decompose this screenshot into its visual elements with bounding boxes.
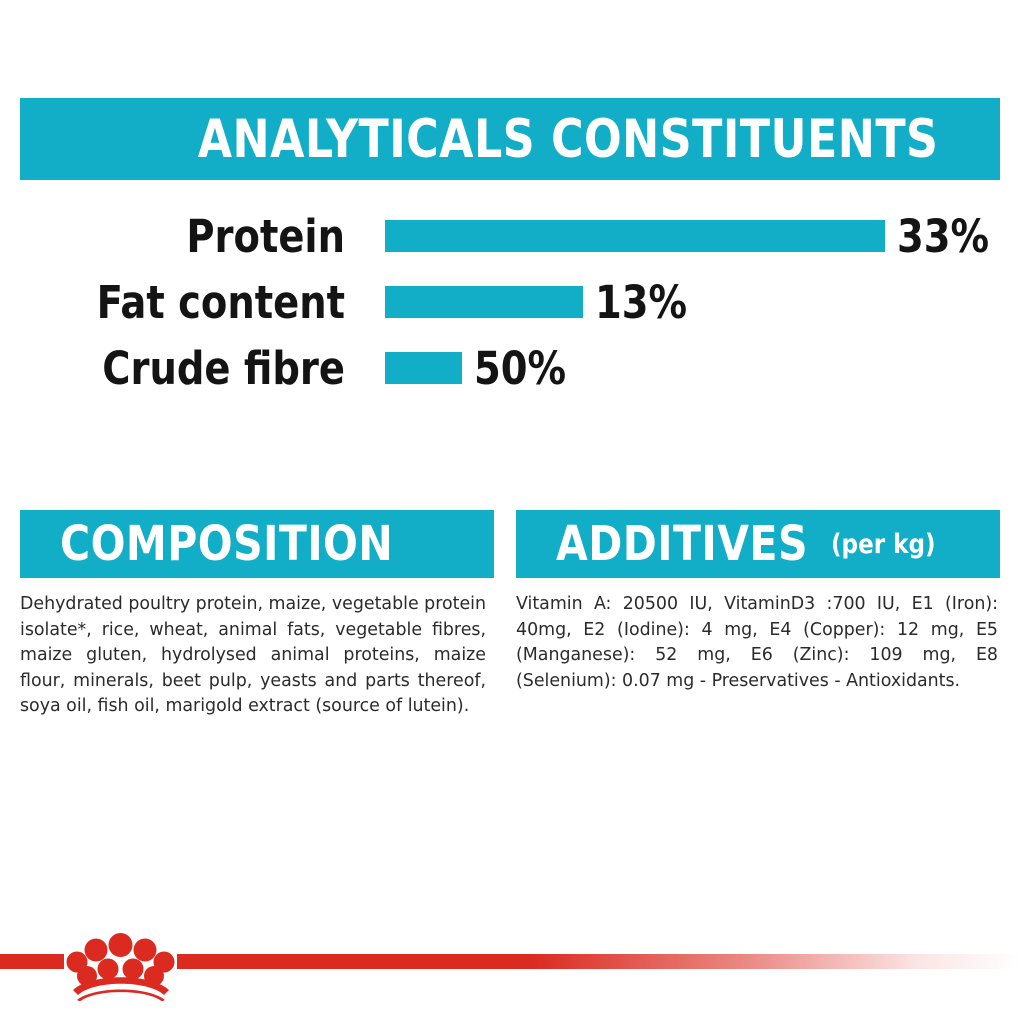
additives-body-text: Vitamin A: 20500 IU, VitaminD3 :700 IU, … xyxy=(516,594,998,691)
chart-bar-group: 33% xyxy=(385,214,994,259)
chart-bar-group: 13% xyxy=(385,280,692,325)
chart-bar xyxy=(385,286,583,318)
chart-row: Protein 33% xyxy=(0,203,1020,269)
composition-header-banner: COMPOSITION xyxy=(20,510,494,578)
chart-bar xyxy=(385,352,462,384)
chart-category-label: Fat content xyxy=(96,275,346,329)
additives-panel: ADDITIVES (per kg) Vitamin A: 20500 IU, … xyxy=(497,510,1020,720)
chart-bar xyxy=(385,220,885,252)
chart-category-label: Protein xyxy=(186,209,345,263)
royal-canin-crown-icon xyxy=(66,933,175,1001)
analyticals-header-banner: ANALYTICALS CONSTITUENTS xyxy=(20,98,1000,180)
chart-value-label: 50% xyxy=(474,341,567,395)
info-panels: COMPOSITION Dehydrated poultry protein, … xyxy=(0,510,1020,720)
footer xyxy=(0,933,1020,1001)
footer-rule-left xyxy=(0,954,64,969)
chart-row: Fat content 13% xyxy=(0,269,1020,335)
chart-row: Crude fibre 50% xyxy=(0,335,1020,401)
chart-category-label: Crude fibre xyxy=(102,341,345,395)
chart-value-label: 13% xyxy=(595,275,688,329)
additives-header-banner: ADDITIVES (per kg) xyxy=(516,510,1000,578)
composition-body-text: Dehydrated poultry protein, maize, veget… xyxy=(20,594,486,716)
composition-panel: COMPOSITION Dehydrated poultry protein, … xyxy=(0,510,497,720)
chart-bar-group: 50% xyxy=(385,346,571,391)
chart-value-label: 33% xyxy=(897,209,990,263)
composition-title: COMPOSITION xyxy=(60,516,394,572)
additives-subtitle: (per kg) xyxy=(831,528,936,560)
page-title: ANALYTICALS CONSTITUENTS xyxy=(197,108,938,170)
additives-title: ADDITIVES xyxy=(556,516,808,572)
footer-rule-right xyxy=(177,954,1020,969)
analyticals-bar-chart: Protein 33% Fat content 13% Crude fibre … xyxy=(0,203,1020,401)
